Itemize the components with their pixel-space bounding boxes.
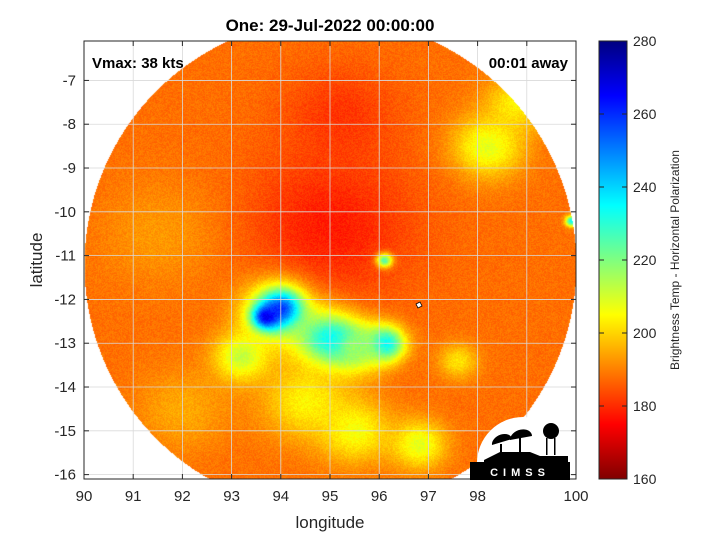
y-tick-label: -7	[63, 72, 76, 89]
colorbar-tick-label: 160	[633, 471, 657, 487]
y-tick-label: -11	[55, 248, 76, 265]
colorbar-tick-label: 280	[633, 33, 657, 49]
y-tick-label: -14	[54, 379, 76, 396]
plot-title: One: 29-Jul-2022 00:00:00	[226, 16, 435, 35]
x-tick-label: 98	[469, 488, 486, 505]
x-tick-label: 100	[563, 488, 588, 505]
vmax-label: Vmax: 38 kts	[92, 55, 184, 72]
colorbar-tick-label: 260	[633, 106, 657, 122]
colorbar-tick-label: 200	[633, 325, 657, 341]
x-tick-label: 90	[76, 488, 93, 505]
colorbar-tick-label: 180	[633, 398, 657, 414]
x-tick-label: 93	[223, 488, 240, 505]
x-tick-label: 95	[322, 488, 339, 505]
y-tick-label: -12	[54, 291, 76, 308]
x-tick-label: 96	[371, 488, 388, 505]
logo-text: CIMSS	[490, 467, 550, 479]
colorbar-tick-label: 220	[633, 252, 657, 268]
x-tick-label: 97	[420, 488, 437, 505]
colorbar-label: Brightness Temp - Horizontal Polarizatio…	[668, 150, 682, 370]
y-tick-label: -8	[63, 116, 76, 133]
y-tick-label: -10	[54, 204, 76, 221]
storm-center-marker	[415, 301, 423, 309]
y-axis: -7 -8 -9 -10 -11 -12 -13 -14 -15 -16	[54, 72, 576, 484]
y-tick-label: -9	[63, 160, 76, 177]
x-tick-label: 94	[272, 488, 289, 505]
cimss-logo: CIMSS	[470, 417, 570, 509]
colorbar-ticks: 160 180 200 220 240 260 280	[599, 33, 657, 487]
y-axis-label: latitude	[27, 233, 46, 288]
x-tick-label: 92	[174, 488, 191, 505]
colorbar-tick-label: 240	[633, 179, 657, 195]
y-tick-label: -15	[54, 423, 76, 440]
time-away-label: 00:01 away	[489, 55, 569, 72]
grid	[83, 41, 577, 479]
y-tick-label: -13	[54, 335, 76, 352]
x-axis-label: longitude	[295, 513, 364, 532]
x-tick-label: 91	[125, 488, 142, 505]
y-tick-label: -16	[54, 467, 76, 484]
